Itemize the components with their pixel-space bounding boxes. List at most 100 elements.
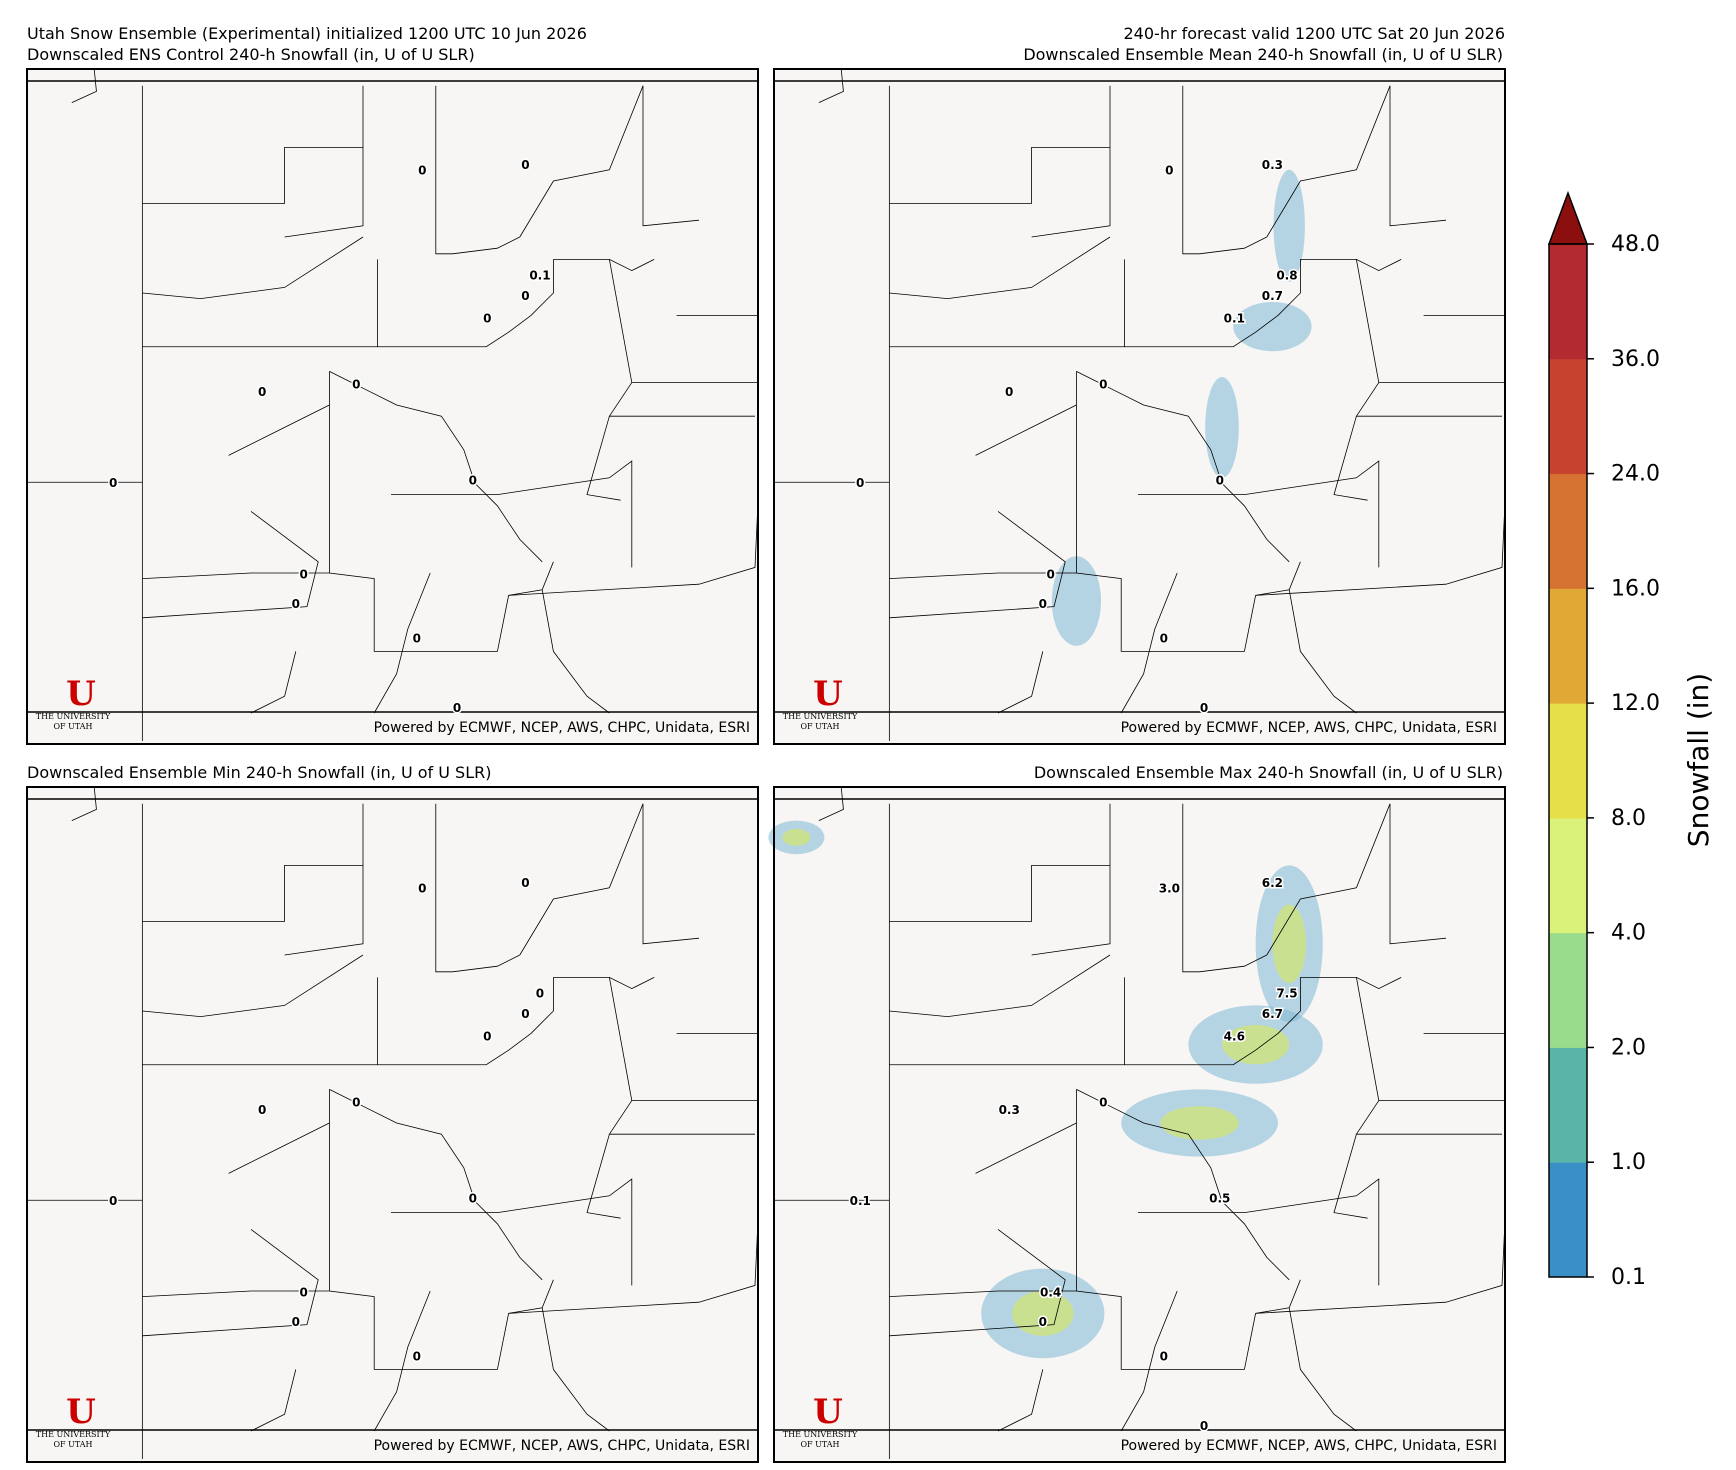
border-line — [329, 371, 554, 652]
border-line — [889, 1290, 1077, 1297]
border-line — [553, 977, 655, 990]
point-label: 0.5 — [1209, 1192, 1230, 1206]
border-line — [1288, 1307, 1357, 1432]
map-panel: Downscaled ENS Control 240-h Snowfall (i… — [26, 45, 759, 745]
border-line — [1266, 803, 1391, 956]
point-label: 0 — [1039, 1315, 1047, 1329]
border-line — [228, 404, 330, 456]
snow-area-heavy — [1272, 904, 1306, 983]
border-line — [329, 371, 543, 563]
colorbar-tick-label: 48.0 — [1611, 232, 1660, 257]
border-line — [1076, 1089, 1290, 1281]
colorbar-label: Snowfall (in) — [1682, 673, 1715, 847]
point-label: 4.6 — [1224, 1029, 1245, 1043]
border-line — [889, 1229, 1066, 1337]
logo-line: THE UNIVERSITY — [36, 1430, 111, 1439]
border-line — [553, 259, 655, 272]
colorbar-segment — [1549, 358, 1587, 475]
point-label: 0 — [1005, 385, 1013, 399]
border-line — [71, 68, 97, 103]
logo-letter: U — [66, 1392, 96, 1432]
snow-area — [1233, 301, 1312, 352]
border-line — [142, 1229, 319, 1337]
map-panel: Downscaled Ensemble Min 240-h Snowfall (… — [26, 763, 759, 1463]
border-line — [608, 977, 756, 1135]
point-label: 0 — [1099, 377, 1107, 391]
border-line — [1255, 1212, 1506, 1314]
border-line — [1120, 572, 1178, 714]
point-label: 3.0 — [1159, 881, 1180, 895]
point-label: 0 — [109, 1194, 117, 1208]
footer-credit: Powered by ECMWF, NCEP, AWS, CHPC, Unida… — [374, 1438, 750, 1454]
colorbar-tick-label: 0.1 — [1611, 1265, 1646, 1290]
panel-title: Downscaled Ensemble Max 240-h Snowfall (… — [1034, 763, 1503, 782]
point-label: 0 — [483, 311, 491, 325]
border-line — [1389, 85, 1447, 227]
point-label: 0 — [469, 1192, 477, 1206]
border-line — [1076, 371, 1301, 652]
point-label: 7.5 — [1276, 987, 1297, 1001]
panel-title: Downscaled Ensemble Mean 240-h Snowfall … — [1023, 45, 1503, 64]
border-line — [250, 1369, 297, 1432]
point-label: 0 — [299, 1286, 307, 1300]
border-line — [508, 494, 759, 596]
logo-letter: U — [813, 1392, 843, 1432]
border-line — [608, 259, 756, 417]
point-label: 0 — [418, 163, 426, 177]
border-line — [142, 954, 364, 1018]
border-line — [1124, 259, 1301, 348]
panel-title: Downscaled Ensemble Min 240-h Snowfall (… — [27, 763, 491, 782]
border-line — [642, 85, 700, 227]
border-line — [889, 865, 1111, 922]
colorbar-tick-label: 12.0 — [1611, 691, 1660, 716]
border-line — [391, 460, 633, 568]
border-line — [329, 1089, 543, 1281]
point-label: 0 — [521, 158, 529, 172]
snow-area-heavy — [1222, 1025, 1290, 1065]
border-line — [1182, 85, 1267, 255]
border-line — [142, 147, 364, 204]
panel-border — [26, 786, 759, 1463]
logo-line: OF UTAH — [800, 722, 839, 731]
border-line — [1031, 85, 1111, 238]
point-label: 0.7 — [1262, 289, 1283, 303]
snow-area-heavy — [782, 829, 811, 846]
border-line — [142, 572, 330, 579]
panel-border — [773, 786, 1506, 1463]
colorbar-tick-label: 36.0 — [1611, 347, 1660, 372]
point-label: 0 — [453, 701, 461, 715]
colorbar-segment — [1549, 473, 1587, 589]
colorbar-segment — [1549, 244, 1587, 360]
border-line — [586, 416, 621, 501]
snow-area-heavy — [1012, 1291, 1074, 1336]
colorbar-segment — [1549, 703, 1587, 819]
point-label: 0 — [418, 881, 426, 895]
border-line — [284, 803, 364, 956]
border-line — [1076, 371, 1290, 563]
border-line — [889, 147, 1111, 204]
point-label: 0 — [521, 289, 529, 303]
point-label: 0 — [292, 1315, 300, 1329]
point-label: 0.1 — [850, 1194, 871, 1208]
colorbar-frame — [1548, 243, 1588, 1278]
border-line — [71, 786, 97, 821]
point-label: 0 — [109, 476, 117, 490]
logo-line: OF UTAH — [53, 1440, 92, 1449]
border-line — [284, 85, 364, 238]
point-label: 0 — [521, 876, 529, 890]
header-valid: 240-hr forecast valid 1200 UTC Sat 20 Ju… — [1124, 24, 1506, 43]
border-line — [142, 865, 364, 922]
point-label: 0 — [1216, 474, 1224, 488]
border-line — [975, 1122, 1077, 1174]
map-content — [774, 68, 1506, 742]
border-line — [1255, 494, 1506, 596]
point-label: 0 — [1099, 1095, 1107, 1109]
border-line — [642, 803, 700, 945]
snow-area — [1205, 377, 1239, 478]
point-label: 0.8 — [1276, 269, 1297, 283]
header-title: Utah Snow Ensemble (Experimental) initia… — [27, 24, 587, 43]
colorbar-tick-label: 2.0 — [1611, 1035, 1646, 1060]
border-line — [1138, 1178, 1380, 1286]
border-line — [329, 1089, 554, 1370]
